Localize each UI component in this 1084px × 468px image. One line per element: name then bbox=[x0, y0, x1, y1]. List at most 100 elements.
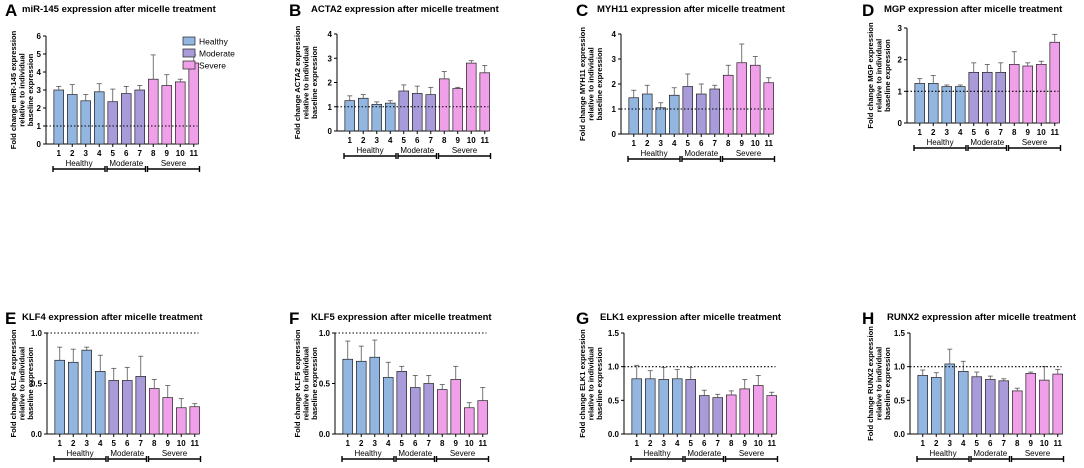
y-tick-label: 0.5 bbox=[608, 396, 620, 405]
bar bbox=[722, 74, 734, 135]
bar bbox=[80, 100, 91, 145]
x-tick-label: 5 bbox=[400, 439, 405, 448]
chart-title: KLF5 expression after micelle treatment bbox=[311, 312, 492, 323]
x-tick-label: 1 bbox=[346, 439, 351, 448]
x-tick-label: 5 bbox=[112, 439, 117, 448]
x-tick-label: 11 bbox=[481, 136, 490, 145]
bar bbox=[135, 376, 147, 435]
y-axis-label: baseline expression bbox=[883, 347, 892, 420]
bar bbox=[108, 380, 119, 435]
bar bbox=[971, 376, 982, 435]
x-tick-label: 5 bbox=[689, 439, 694, 448]
x-tick-label: 1 bbox=[58, 439, 63, 448]
bar bbox=[423, 383, 435, 435]
x-tick-label: 9 bbox=[1029, 439, 1034, 448]
bar bbox=[356, 360, 367, 435]
y-axis-label: baseline expression bbox=[310, 46, 319, 119]
bar bbox=[94, 371, 106, 435]
x-tick-label: 3 bbox=[373, 439, 378, 448]
y-tick-label: 3 bbox=[612, 55, 617, 64]
x-tick-label: 8 bbox=[152, 439, 157, 448]
group-label: Moderate bbox=[110, 449, 144, 458]
y-axis-label: baseline expression bbox=[310, 347, 319, 420]
bar bbox=[477, 400, 489, 435]
bar bbox=[1052, 373, 1063, 435]
bar bbox=[739, 388, 750, 435]
legend-swatch bbox=[182, 60, 196, 70]
x-tick-label: 3 bbox=[375, 136, 380, 145]
bar bbox=[1022, 65, 1033, 124]
x-tick-label: 2 bbox=[648, 439, 653, 448]
bar bbox=[682, 86, 693, 135]
legend-label: Severe bbox=[199, 61, 226, 71]
x-tick-label: 3 bbox=[659, 139, 664, 148]
group-label: Healthy bbox=[643, 449, 670, 458]
y-tick-label: 1 bbox=[898, 87, 903, 96]
x-tick-label: 8 bbox=[1015, 439, 1020, 448]
bar bbox=[66, 94, 78, 145]
y-tick-label: 0.5 bbox=[31, 380, 43, 389]
y-axis-label: relative to individual bbox=[302, 347, 311, 420]
bar bbox=[479, 72, 491, 132]
chart-title: miR-145 expression after micelle treatme… bbox=[22, 4, 217, 15]
y-axis-label: relative to individual bbox=[302, 46, 311, 119]
x-tick-label: 10 bbox=[176, 149, 185, 158]
bar bbox=[412, 93, 423, 132]
y-tick-label: 3 bbox=[328, 54, 333, 63]
x-tick-label: 4 bbox=[388, 136, 393, 145]
bar bbox=[766, 395, 777, 435]
bar bbox=[358, 97, 369, 132]
bar bbox=[1049, 41, 1060, 124]
bar bbox=[995, 71, 1006, 124]
chart-title: KLF4 expression after micelle treatment bbox=[22, 312, 203, 323]
legend-swatch bbox=[182, 48, 196, 58]
y-tick-label: 5 bbox=[37, 50, 42, 59]
bar bbox=[930, 377, 942, 435]
y-axis-label: Fold change MGP expression bbox=[866, 22, 875, 129]
chart-title: RUNX2 expression after micelle treatment bbox=[887, 312, 1077, 323]
y-tick-label: 1 bbox=[37, 122, 42, 131]
x-tick-label: 3 bbox=[945, 128, 950, 137]
x-tick-label: 7 bbox=[713, 139, 718, 148]
bar bbox=[437, 389, 448, 435]
y-tick-label: 2 bbox=[898, 56, 903, 65]
group-label: Healthy bbox=[354, 449, 381, 458]
bar bbox=[1025, 373, 1036, 435]
y-axis-label: Fold change RUNX2 expression bbox=[866, 326, 875, 441]
group-label: Healthy bbox=[929, 449, 956, 458]
group-label: Moderate bbox=[684, 149, 718, 158]
bar bbox=[93, 91, 105, 145]
x-tick-label: 9 bbox=[743, 439, 748, 448]
x-tick-label: 8 bbox=[440, 439, 445, 448]
y-axis-label: Fold change KLF4 expression bbox=[9, 329, 18, 437]
bar bbox=[941, 86, 952, 124]
x-tick-label: 8 bbox=[151, 149, 156, 158]
y-tick-label: 0.0 bbox=[319, 430, 331, 439]
x-tick-label: 4 bbox=[958, 128, 963, 137]
bar bbox=[398, 90, 410, 132]
bar bbox=[162, 397, 174, 435]
panel-h: H RUNX2 expression after micelle treatmen… bbox=[862, 309, 1077, 462]
group-label: Moderate bbox=[687, 449, 721, 458]
y-axis-label: baseline expression bbox=[595, 47, 604, 120]
bar bbox=[712, 397, 723, 435]
y-tick-label: 0 bbox=[612, 130, 617, 139]
x-tick-label: 11 bbox=[765, 139, 774, 148]
x-tick-label: 5 bbox=[975, 439, 980, 448]
bar bbox=[371, 103, 383, 132]
x-tick-label: 11 bbox=[479, 439, 488, 448]
bar bbox=[749, 64, 761, 135]
group-label: Healthy bbox=[65, 159, 92, 168]
group-label: Severe bbox=[739, 449, 765, 458]
x-tick-label: 2 bbox=[934, 439, 939, 448]
group-label: Severe bbox=[452, 146, 478, 155]
group-label: Severe bbox=[450, 449, 476, 458]
bar bbox=[54, 359, 65, 435]
x-tick-label: 1 bbox=[635, 439, 640, 448]
bar bbox=[121, 380, 133, 435]
x-tick-label: 10 bbox=[754, 439, 763, 448]
group-label: Healthy bbox=[356, 146, 383, 155]
y-tick-label: 4 bbox=[37, 68, 42, 77]
y-axis-label: baseline expression bbox=[595, 347, 604, 420]
y-axis-label: relative to individual bbox=[18, 53, 27, 126]
